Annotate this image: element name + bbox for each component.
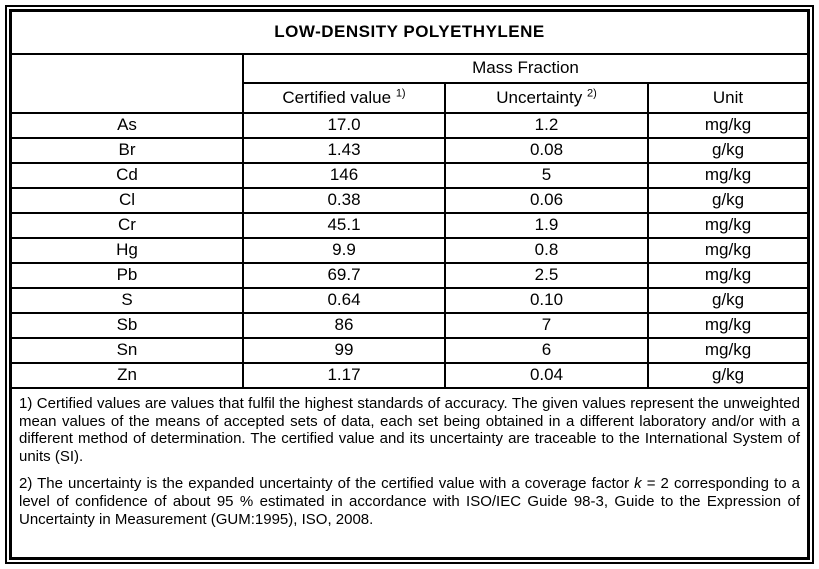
inner-frame: LOW-DENSITY POLYETHYLENE Mass Fraction C… — [9, 9, 810, 560]
certified-value-cell: 69.7 — [242, 262, 446, 289]
footnote-2-text-after: = 2 corresponding to a level of confiden… — [19, 475, 800, 528]
col-header-unit: Unit — [646, 82, 807, 114]
footnotes-section: 1) Certified values are values that fulf… — [12, 389, 807, 557]
footnote-ref-2: 2) — [586, 87, 597, 99]
unit-cell: g/kg — [646, 137, 807, 164]
group-header-mass-fraction: Mass Fraction — [241, 53, 807, 84]
unit-cell: mg/kg — [646, 212, 807, 239]
certified-value-cell: 0.64 — [242, 287, 446, 314]
uncertainty-cell: 6 — [444, 337, 649, 364]
unit-cell: mg/kg — [646, 162, 807, 189]
unit-cell: g/kg — [646, 187, 807, 214]
element-cell: Cd — [12, 162, 244, 189]
certified-value-cell: 0.38 — [242, 187, 446, 214]
uncertainty-cell: 0.04 — [444, 362, 649, 389]
uncertainty-cell: 1.2 — [444, 112, 649, 139]
page-title: LOW-DENSITY POLYETHYLENE — [12, 12, 807, 55]
uncertainty-cell: 0.10 — [444, 287, 649, 314]
certified-value-cell: 1.43 — [242, 137, 446, 164]
col-header-certified-value: Certified value 1) — [243, 82, 446, 114]
table-row-hg: Hg 9.9 0.8 mg/kg — [12, 237, 807, 264]
table-row-cd: Cd 146 5 mg/kg — [12, 162, 807, 189]
column-header-row: Certified value 1) Uncertainty 2) Unit — [12, 82, 807, 114]
unit-cell: mg/kg — [646, 312, 807, 339]
title-row: LOW-DENSITY POLYETHYLENE — [12, 12, 807, 55]
table-row-cl: Cl 0.38 0.06 g/kg — [12, 187, 807, 214]
table-row-sb: Sb 86 7 mg/kg — [12, 312, 807, 339]
col-header-uncertainty: Uncertainty 2) — [444, 82, 649, 114]
element-cell: Pb — [12, 262, 244, 289]
certified-value-cell: 45.1 — [242, 212, 446, 239]
unit-cell: g/kg — [646, 287, 807, 314]
table-row-pb: Pb 69.7 2.5 mg/kg — [12, 262, 807, 289]
certificate-table: LOW-DENSITY POLYETHYLENE Mass Fraction C… — [12, 12, 807, 389]
element-cell: Hg — [12, 237, 244, 264]
unit-cell: mg/kg — [646, 237, 807, 264]
certified-value-cell: 1.17 — [242, 362, 446, 389]
table-row-sn: Sn 99 6 mg/kg — [12, 337, 807, 364]
footnote-2-text-before: 2) The uncertainty is the expanded uncer… — [19, 475, 635, 493]
element-cell: S — [12, 287, 244, 314]
element-cell: Sn — [12, 337, 244, 364]
certified-value-cell: 9.9 — [242, 237, 446, 264]
uncertainty-cell: 1.9 — [444, 212, 649, 239]
uncertainty-cell: 0.8 — [444, 237, 649, 264]
element-cell: Sb — [12, 312, 244, 339]
table-row-br: Br 1.43 0.08 g/kg — [12, 137, 807, 164]
element-cell: As — [12, 112, 244, 139]
col-header-certified-value-label: Certified value — [282, 87, 392, 107]
certified-value-cell: 17.0 — [242, 112, 446, 139]
outer-frame: LOW-DENSITY POLYETHYLENE Mass Fraction C… — [5, 5, 814, 564]
table-row-cr: Cr 45.1 1.9 mg/kg — [12, 212, 807, 239]
unit-cell: mg/kg — [646, 262, 807, 289]
uncertainty-cell: 2.5 — [444, 262, 649, 289]
footnote-1: 1) Certified values are values that fulf… — [19, 395, 800, 465]
element-cell: Zn — [12, 362, 244, 389]
col-header-uncertainty-label: Uncertainty — [496, 87, 583, 107]
certified-value-cell: 86 — [242, 312, 446, 339]
element-column-spacer — [12, 53, 244, 114]
uncertainty-cell: 7 — [444, 312, 649, 339]
footnote-ref-1: 1) — [395, 87, 406, 99]
footnote-2: 2) The uncertainty is the expanded uncer… — [19, 475, 800, 528]
element-cell: Cl — [12, 187, 244, 214]
element-cell: Cr — [12, 212, 244, 239]
group-header-row: Mass Fraction — [12, 53, 807, 114]
footnote-2-coverage-factor-k: k — [634, 475, 642, 493]
certified-value-cell: 99 — [242, 337, 446, 364]
unit-cell: mg/kg — [646, 112, 807, 139]
table-row-zn: Zn 1.17 0.04 g/kg — [12, 362, 807, 389]
uncertainty-cell: 5 — [444, 162, 649, 189]
unit-cell: mg/kg — [646, 337, 807, 364]
unit-cell: g/kg — [646, 362, 807, 389]
certified-value-cell: 146 — [242, 162, 446, 189]
table-row-as: As 17.0 1.2 mg/kg — [12, 112, 807, 139]
uncertainty-cell: 0.08 — [444, 137, 649, 164]
uncertainty-cell: 0.06 — [444, 187, 649, 214]
element-cell: Br — [12, 137, 244, 164]
table-row-s: S 0.64 0.10 g/kg — [12, 287, 807, 314]
